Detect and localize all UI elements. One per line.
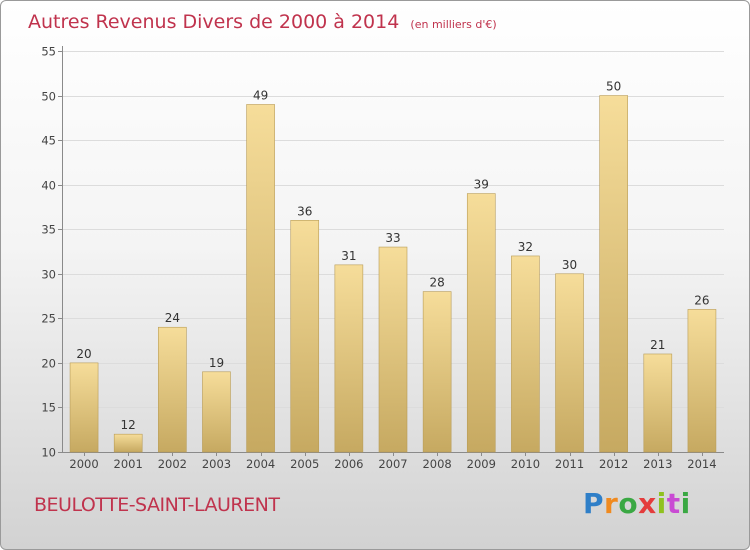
- data-label: 21: [650, 338, 665, 352]
- logo-letter: r: [604, 487, 619, 520]
- logo-letter: i: [656, 487, 667, 520]
- bar: [334, 264, 364, 453]
- x-tick-label: 2005: [290, 457, 319, 471]
- data-label: 28: [429, 276, 444, 290]
- x-tick-label: 2013: [643, 457, 672, 471]
- y-tick-label: 50: [41, 90, 56, 104]
- bar: [643, 353, 673, 453]
- logo-letter: P: [583, 487, 605, 520]
- y-tick-label: 10: [41, 446, 56, 460]
- y-tick-label: 20: [41, 357, 56, 371]
- data-label: 49: [253, 88, 268, 102]
- bar: [511, 255, 540, 453]
- bar: [113, 433, 143, 453]
- data-label: 36: [297, 204, 312, 218]
- data-label: 26: [694, 293, 709, 307]
- y-tick-label: 35: [41, 223, 56, 237]
- x-tick-label: 2007: [378, 457, 407, 471]
- x-tick-label: 2003: [202, 457, 231, 471]
- bar: [69, 362, 99, 453]
- bar: [202, 371, 231, 453]
- data-label: 30: [562, 258, 577, 272]
- data-label: 20: [76, 347, 91, 361]
- x-tick-label: 2014: [687, 457, 716, 471]
- location-name: BEULOTTE-SAINT-LAURENT: [34, 494, 280, 516]
- data-label: 32: [518, 240, 533, 254]
- bar: [290, 220, 320, 453]
- x-tick-label: 2009: [467, 457, 496, 471]
- bar: [555, 273, 584, 453]
- bars: [69, 95, 717, 453]
- axes: [58, 46, 724, 456]
- y-tick-label: 25: [41, 312, 56, 326]
- chart-subtitle: (en milliers d'€): [410, 18, 497, 31]
- x-tick-label: 2012: [599, 457, 628, 471]
- bar: [599, 95, 628, 453]
- chart-title: Autres Revenus Divers de 2000 à 2014: [28, 11, 400, 33]
- x-tick-label: 2011: [555, 457, 584, 471]
- x-tick-label: 2002: [158, 457, 187, 471]
- labels: 10 15 20 25 30 35 40 45 50 55 20 2000 12 2001 24 2002 19…: [41, 45, 716, 472]
- proxiti-logo: Proxiti: [583, 487, 691, 520]
- data-label: 31: [341, 249, 356, 263]
- bar: [687, 309, 717, 453]
- y-tick-label: 55: [41, 45, 56, 59]
- bar: [466, 193, 496, 453]
- y-tick-label: 45: [41, 134, 56, 148]
- logo-letter: x: [638, 487, 657, 520]
- x-tick-label: 2000: [69, 457, 98, 471]
- bar: [378, 246, 408, 453]
- logo-letter: o: [618, 487, 639, 520]
- data-label: 19: [209, 356, 224, 370]
- data-label: 50: [606, 80, 621, 94]
- bar: [246, 104, 275, 453]
- x-tick-label: 2004: [246, 457, 275, 471]
- y-tick-label: 40: [41, 179, 56, 193]
- x-tick-label: 2001: [114, 457, 143, 471]
- x-tick-label: 2006: [334, 457, 363, 471]
- bar: [158, 326, 187, 453]
- title-row: Autres Revenus Divers de 2000 à 2014 (en…: [28, 11, 497, 33]
- x-tick-label: 2010: [511, 457, 540, 471]
- data-label: 12: [121, 418, 136, 432]
- y-tick-label: 30: [41, 268, 56, 282]
- logo-letter: i: [680, 487, 691, 520]
- data-label: 39: [474, 178, 489, 192]
- logo-letter: t: [666, 487, 681, 520]
- bar: [422, 291, 452, 453]
- data-label: 33: [385, 231, 400, 245]
- data-label: 24: [165, 311, 180, 325]
- x-tick-label: 2008: [422, 457, 451, 471]
- y-tick-label: 15: [41, 401, 56, 415]
